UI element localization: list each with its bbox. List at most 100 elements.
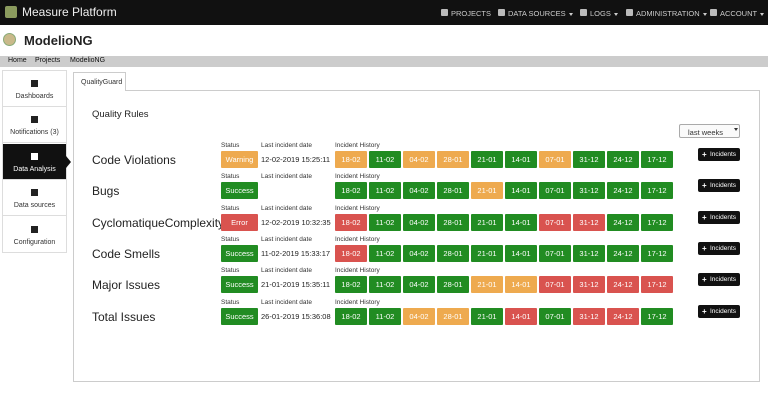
sidebar-item[interactable]: Configuration	[3, 216, 66, 253]
history-cell: 31-12	[573, 151, 605, 168]
history-cell: 31-12	[573, 307, 605, 325]
incidents-button[interactable]: + Incidents	[698, 210, 740, 224]
tab[interactable]: QualityGuard	[73, 72, 126, 91]
history-cell: 11-02	[369, 213, 401, 231]
last-incident-date: 26-01-2019 15:36:08	[261, 311, 331, 321]
history-cell: 04-02	[403, 276, 435, 294]
breadcrumb-item[interactable]: Projects	[35, 57, 61, 64]
status-badge: Success	[221, 182, 258, 200]
last-incident-date: 12-02-2019 10:32:35	[261, 217, 331, 227]
incidents-label: Incidents	[710, 244, 737, 252]
history-cell: 11-02	[369, 182, 401, 200]
plus-icon: +	[702, 212, 707, 222]
history-cell: 14-01	[505, 182, 537, 200]
status-badge: Success	[221, 307, 258, 325]
history-cell: 04-02	[403, 182, 435, 200]
rule-name: CyclomatiqueComplexity	[92, 215, 225, 230]
history-cell: 07-01	[539, 182, 571, 200]
brand[interactable]: Measure Platform	[22, 5, 117, 19]
rule-name: Code Violations	[92, 153, 176, 167]
status-label: Status	[221, 173, 240, 181]
nav-item[interactable]: DATA SOURCES	[508, 9, 573, 18]
incidents-button[interactable]: + Incidents	[698, 179, 740, 193]
history-cell: 18-02	[335, 213, 367, 231]
nav-item[interactable]: PROJECTS	[451, 9, 492, 18]
navbar: Measure Platform PROJECTS DATA SOURCES LOG…	[0, 0, 768, 25]
history-cell: 04-02	[403, 151, 435, 168]
history-cell: 24-12	[607, 244, 639, 262]
history-cell: 18-02	[335, 276, 367, 294]
plus-icon: +	[702, 181, 707, 191]
history-cell: 11-02	[369, 307, 401, 325]
history-cell: 17-12	[641, 213, 673, 231]
history-cell: 18-02	[335, 151, 367, 168]
history-cell: 17-12	[641, 244, 673, 262]
rule-name: Major Issues	[92, 278, 161, 293]
sidebar-label: Configuration	[13, 238, 56, 246]
section-title: Quality Rules	[92, 109, 149, 120]
date-label: Last incident date	[261, 204, 312, 212]
incidents-label: Incidents	[710, 276, 737, 284]
sidebar-label: Notifications (3)	[10, 129, 59, 137]
incidents-button[interactable]: + Incidents	[698, 304, 740, 318]
history-cell: 24-12	[607, 151, 639, 168]
date-label: Last incident date	[261, 298, 312, 306]
history-cell: 24-12	[607, 213, 639, 231]
period-select[interactable]: last weeks	[679, 124, 740, 138]
incidents-label: Incidents	[710, 213, 737, 221]
plus-icon: +	[702, 243, 707, 253]
nav-icon	[580, 9, 587, 16]
history-cell: 17-12	[641, 307, 673, 325]
history-cell: 28-01	[437, 182, 469, 200]
breadcrumb-item[interactable]: Home	[8, 57, 27, 64]
history-cell: 24-12	[607, 182, 639, 200]
history-label: Incident History	[335, 204, 380, 212]
history-cell: 18-02	[335, 244, 367, 262]
nav-icon	[441, 9, 448, 16]
sidebar-item[interactable]: Data Analysis	[3, 143, 66, 180]
rule-name: Total Issues	[92, 309, 156, 324]
history-cell: 11-02	[369, 276, 401, 294]
history-cell: 28-01	[437, 213, 469, 231]
history-cell: 07-01	[539, 244, 571, 262]
status-label: Status	[221, 298, 240, 306]
history-cell: 14-01	[505, 151, 537, 168]
history-cell: 07-01	[539, 213, 571, 231]
nav-item[interactable]: ADMINISTRATION	[636, 9, 707, 18]
history-cell: 17-12	[641, 151, 673, 168]
plus-icon: +	[702, 150, 707, 159]
sidebar-icon	[31, 152, 38, 160]
sidebar-item[interactable]: Notifications (3)	[3, 107, 66, 144]
incidents-button[interactable]: + Incidents	[698, 148, 740, 161]
history-label: Incident History	[335, 235, 380, 243]
history-cell: 07-01	[539, 307, 571, 325]
logo	[5, 6, 17, 18]
history-cell: 28-01	[437, 151, 469, 168]
sidebar-item[interactable]: Data sources	[3, 180, 66, 217]
status-label: Status	[221, 204, 240, 212]
history-cell: 31-12	[573, 276, 605, 294]
nav-icon	[626, 9, 633, 16]
content-panel	[73, 90, 760, 382]
history-cell: 04-02	[403, 213, 435, 231]
status-badge: Error	[221, 213, 258, 231]
nav-item[interactable]: LOGS	[590, 9, 618, 18]
history-cell: 14-01	[505, 276, 537, 294]
nav-item[interactable]: ACCOUNT	[720, 9, 764, 18]
history-cell: 17-12	[641, 182, 673, 200]
incidents-button[interactable]: + Incidents	[698, 241, 740, 255]
history-cell: 14-01	[505, 213, 537, 231]
status-label: Status	[221, 267, 240, 275]
sidebar-icon	[31, 225, 38, 233]
sidebar-item[interactable]: Dashboards	[3, 71, 66, 107]
date-label: Last incident date	[261, 267, 312, 275]
history-cell: 18-02	[335, 307, 367, 325]
incidents-button[interactable]: + Incidents	[698, 273, 740, 287]
status-label: Status	[221, 142, 240, 149]
history-cell: 18-02	[335, 182, 367, 200]
date-label: Last incident date	[261, 173, 312, 181]
history-label: Incident History	[335, 298, 380, 306]
history-cell: 28-01	[437, 276, 469, 294]
nav-icon	[498, 9, 505, 16]
